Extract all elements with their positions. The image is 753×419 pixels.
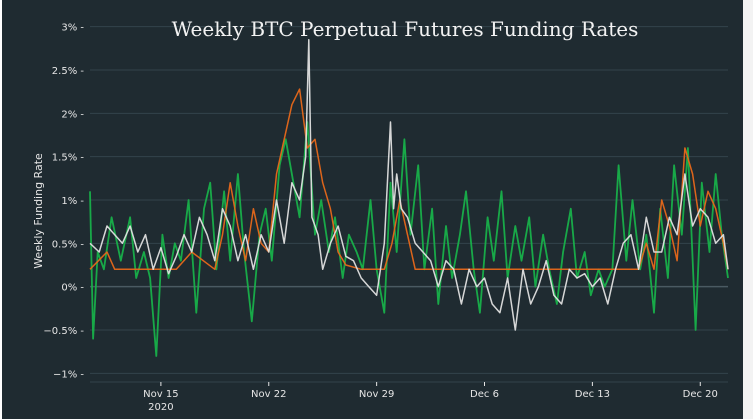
y-tick-label: 1.5% - [52, 153, 85, 164]
x-tick-label: Dec 6 [470, 389, 499, 400]
x-tick-year-label: 2020 [148, 402, 173, 413]
x-tick-label: Dec 13 [575, 389, 610, 400]
y-tick-label: 2% - [61, 109, 84, 120]
y-tick-label: 3% - [61, 23, 84, 34]
series-line-3 [89, 121, 729, 357]
scrollbar-strip [743, 0, 753, 419]
y-tick-label: 0.5% - [52, 239, 85, 250]
series-line-2 [89, 88, 729, 271]
x-tick-label: Dec 20 [683, 389, 718, 400]
y-tick-label: −1% - [53, 369, 84, 380]
y-tick-label: −0.5% - [43, 326, 84, 337]
x-tick-label: Nov 22 [251, 389, 286, 400]
y-tick-label: 0% - [61, 283, 84, 294]
y-axis-label: Weekly Funding Rate [32, 153, 45, 269]
y-tick-label: 1% - [61, 196, 84, 207]
series-line-1 [89, 38, 729, 331]
grid-layer [90, 26, 728, 383]
x-tick-label: Nov 15 [143, 389, 178, 400]
axis-layer: 3% - 2.5% - 2% - 1.5% - 1% - 0.5% - 0% - −0.5% … [43, 23, 717, 413]
series-layer [89, 38, 729, 357]
x-tick-label: Nov 29 [359, 389, 394, 400]
y-tick-label: 2.5% - [52, 66, 85, 77]
chart-title: Weekly BTC Perpetual Futures Funding Rat… [172, 17, 639, 41]
